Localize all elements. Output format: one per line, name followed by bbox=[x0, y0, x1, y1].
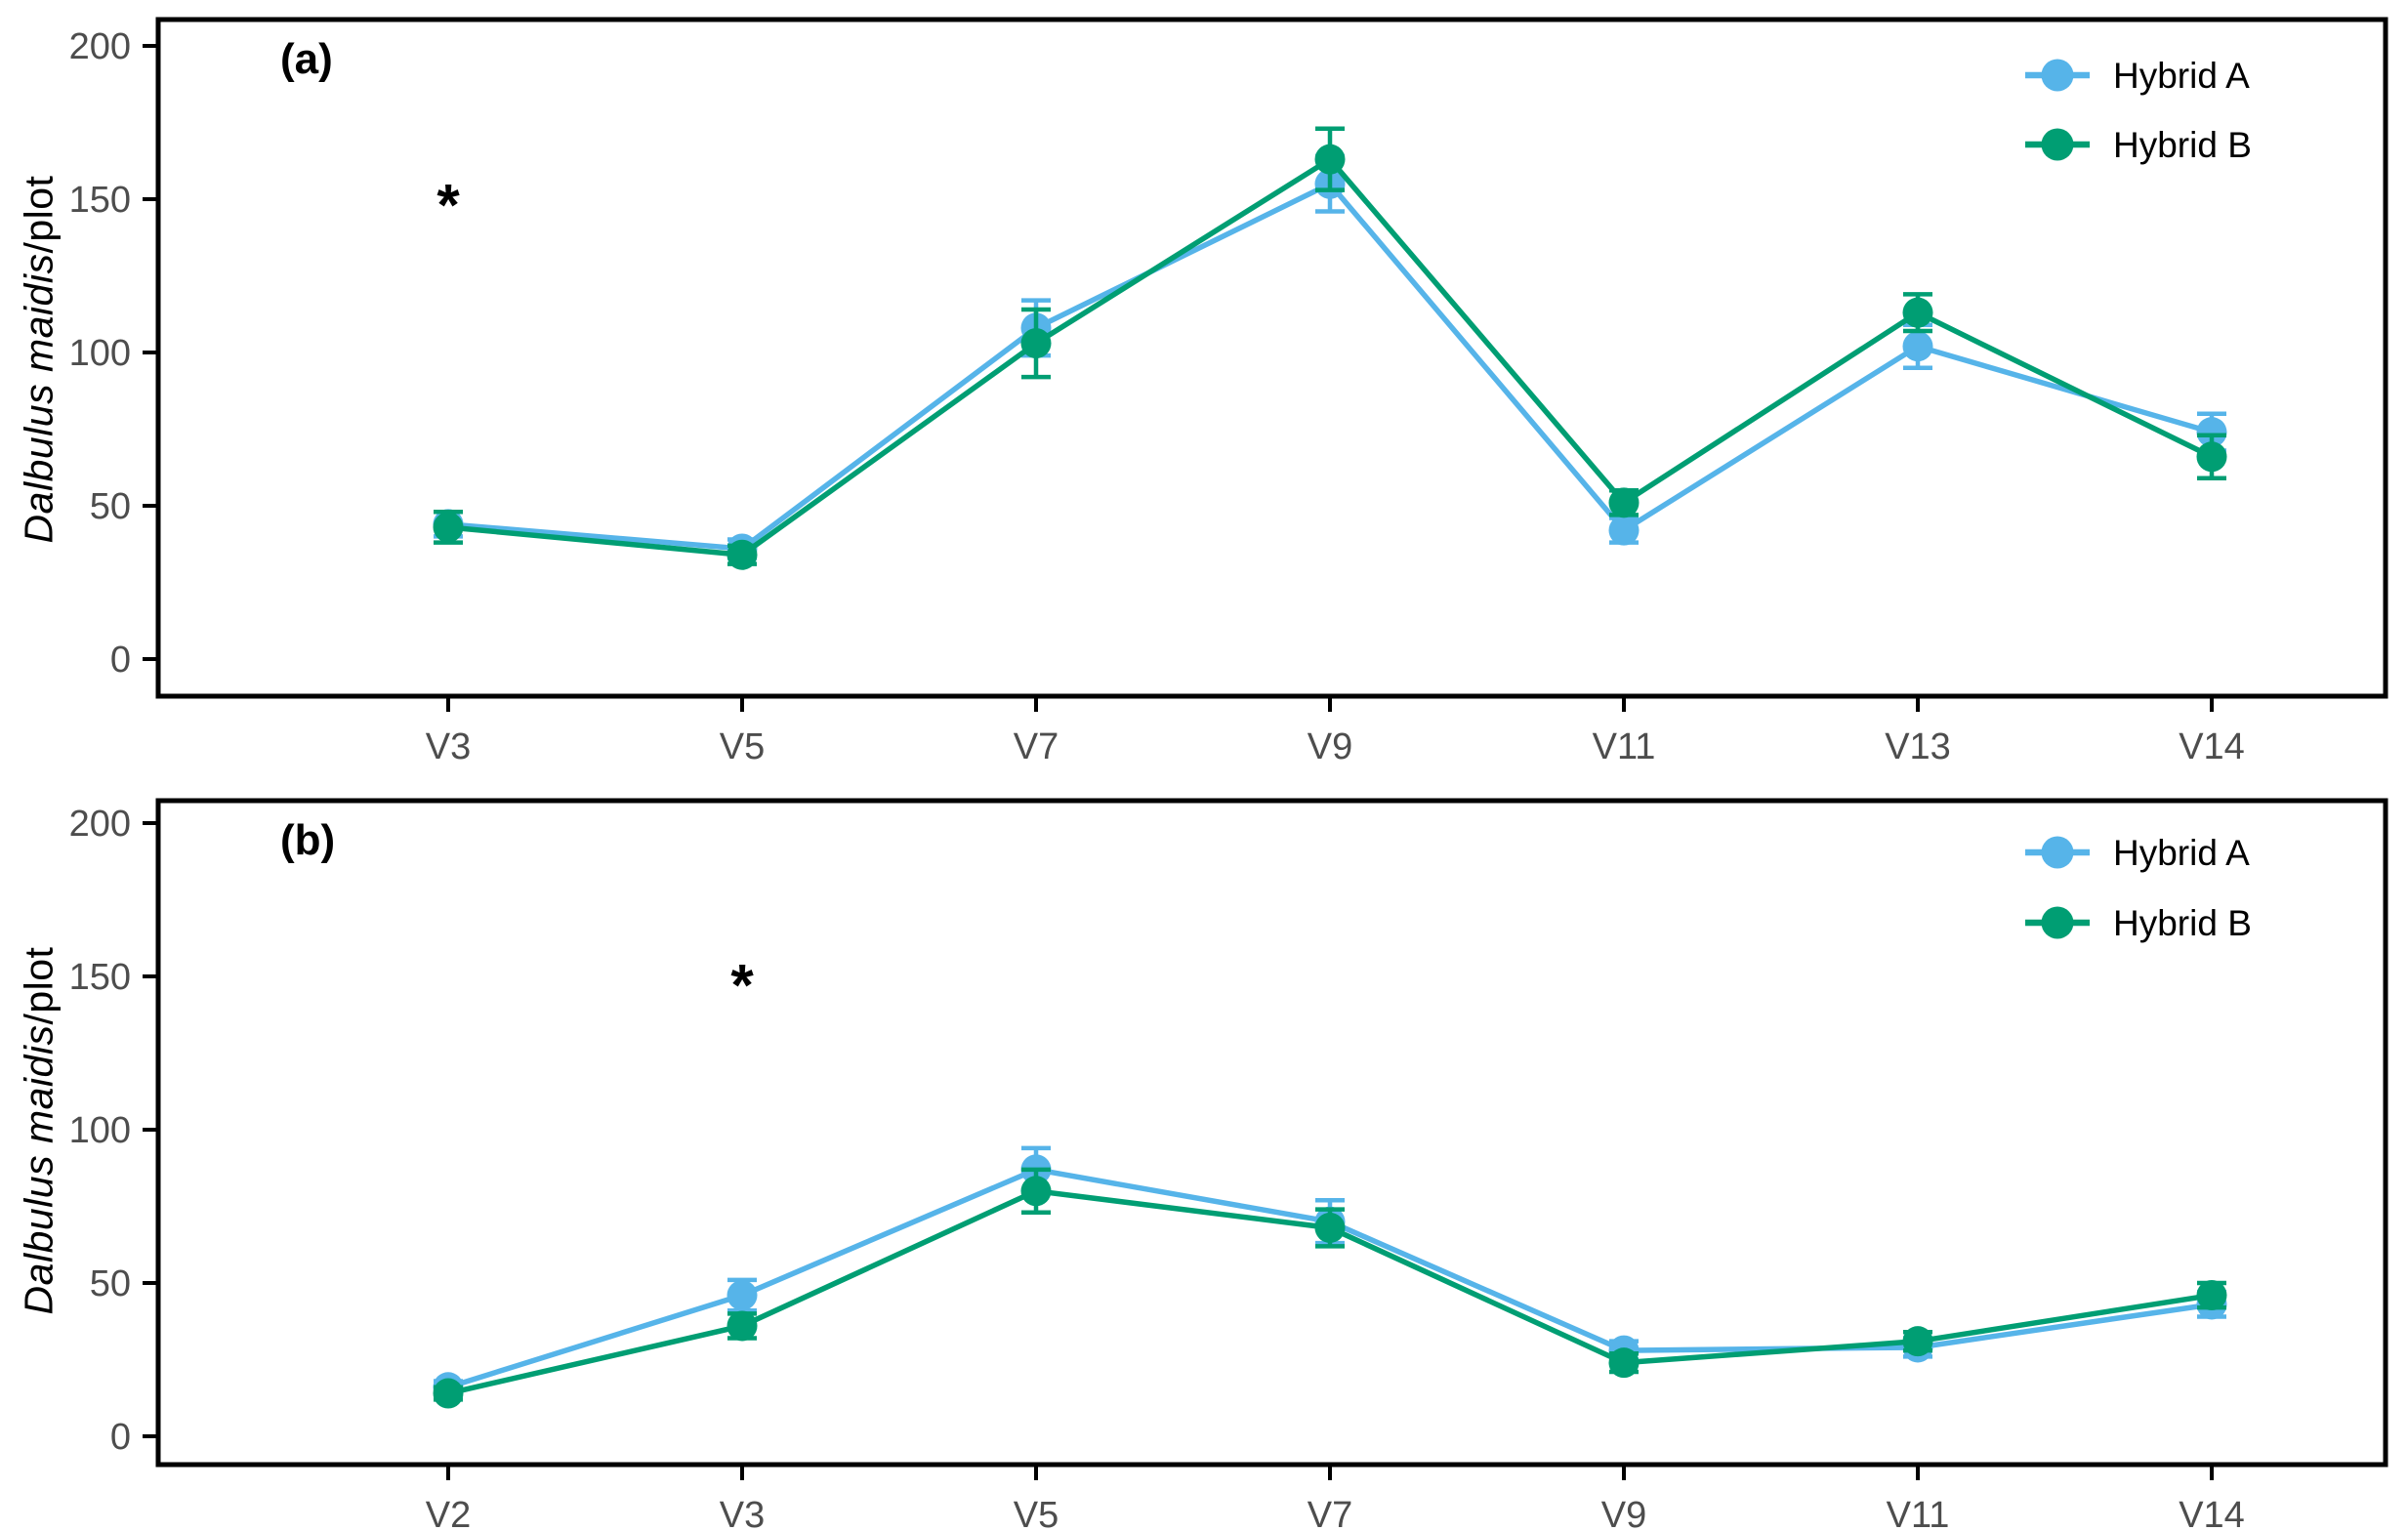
x-tick-label-v14: V14 bbox=[2179, 1495, 2245, 1531]
hybrid-a-line bbox=[447, 180, 2213, 552]
legend-label: Hybrid A bbox=[2113, 56, 2250, 96]
hybrid-b-point-v14 bbox=[2196, 441, 2227, 473]
y-tick-label: 200 bbox=[69, 26, 131, 67]
legend-item-hybrid-b: Hybrid B bbox=[2025, 903, 2252, 943]
x-tick-label-v7: V7 bbox=[1014, 726, 1059, 766]
hybrid-a-point-v13 bbox=[1902, 331, 1933, 362]
y-tick-label: 0 bbox=[110, 1417, 131, 1458]
y-axis-title-panel-a: Dalbulus maidis/plot bbox=[17, 176, 62, 544]
y-tick-label: 100 bbox=[69, 1110, 131, 1151]
y-tick-label: 50 bbox=[90, 1263, 131, 1304]
hybrid-b-point-v9 bbox=[1608, 1347, 1640, 1379]
hybrid-b-point-v3 bbox=[433, 512, 464, 543]
legend-key-marker bbox=[2041, 59, 2074, 92]
legend-label: Hybrid A bbox=[2113, 833, 2250, 873]
x-tick-label-v11: V11 bbox=[1593, 726, 1656, 766]
y-axis-title-italic-part: Dalbulus maidis bbox=[16, 253, 62, 544]
hybrid-b-point-v5 bbox=[727, 539, 758, 570]
hybrid-b-point-v14 bbox=[2196, 1280, 2227, 1311]
x-tick-label-v5: V5 bbox=[1014, 1495, 1059, 1531]
hybrid-b-point-v2 bbox=[433, 1378, 464, 1409]
y-axis-title-panel-b: Dalbulus maidis/plot bbox=[17, 947, 62, 1315]
x-tick-label-v3: V3 bbox=[720, 1495, 765, 1531]
x-tick-label-v11: V11 bbox=[1887, 1495, 1950, 1531]
panel-b-chart: 0 50 100 150 200 V2 V3 V5 V7 V9 V11 V14 * (b) Hybrid A… bbox=[69, 798, 2388, 1531]
x-tick-label-v9: V9 bbox=[1601, 1495, 1646, 1531]
y-tick-label: 50 bbox=[90, 486, 131, 527]
hybrid-b-point-v7 bbox=[1020, 328, 1052, 359]
legend-key-marker bbox=[2041, 836, 2074, 869]
plot-border bbox=[155, 798, 2388, 1468]
panel-label: (a) bbox=[280, 35, 333, 83]
hybrid-a-point-v11 bbox=[1608, 515, 1640, 546]
y-axis-title-regular-part: /plot bbox=[16, 175, 62, 254]
legend-label: Hybrid B bbox=[2113, 125, 2252, 165]
legend-key-marker bbox=[2041, 906, 2074, 939]
x-tick-label-v3: V3 bbox=[426, 726, 471, 766]
hybrid-b-point-v11 bbox=[1902, 1326, 1933, 1357]
hybrid-a-point-v14 bbox=[2196, 417, 2227, 448]
hybrid-b-point-v7 bbox=[1314, 1212, 1346, 1243]
y-tick-label: 150 bbox=[69, 957, 131, 998]
y-tick-label: 0 bbox=[110, 640, 131, 681]
y-tick-label: 100 bbox=[69, 333, 131, 374]
y-axis-title-italic-part: Dalbulus maidis bbox=[16, 1024, 62, 1315]
hybrid-b-point-v3 bbox=[727, 1310, 758, 1342]
significance-asterisk: * bbox=[730, 953, 754, 1018]
x-tick-label-v7: V7 bbox=[1308, 1495, 1352, 1531]
x-tick-label-v14: V14 bbox=[2179, 726, 2245, 766]
hybrid-b-point-v11 bbox=[1608, 487, 1640, 518]
x-tick-label-v2: V2 bbox=[426, 1495, 471, 1531]
legend-key-marker bbox=[2041, 128, 2074, 161]
legend-label: Hybrid B bbox=[2113, 903, 2252, 943]
hybrid-b-point-v9 bbox=[1314, 144, 1346, 175]
x-tick-label-v5: V5 bbox=[720, 726, 765, 766]
panel-a-chart: 0 50 100 150 200 V3 V5 V7 V9 V11 V13 V14 * (a) Hybrid … bbox=[69, 17, 2388, 766]
y-tick-label: 150 bbox=[69, 180, 131, 221]
hybrid-a-point-v3 bbox=[727, 1280, 758, 1311]
y-axis-title-regular-part: /plot bbox=[16, 946, 62, 1025]
significance-asterisk: * bbox=[436, 173, 460, 238]
legend-item-hybrid-a: Hybrid A bbox=[2025, 56, 2250, 96]
hybrid-b-point-v5 bbox=[1020, 1176, 1052, 1207]
x-tick-label-v13: V13 bbox=[1885, 726, 1951, 766]
legend-item-hybrid-b: Hybrid B bbox=[2025, 125, 2252, 165]
plot-border bbox=[155, 17, 2388, 699]
x-tick-label-v9: V9 bbox=[1308, 726, 1352, 766]
panel-label: (b) bbox=[280, 816, 335, 864]
y-tick-label: 200 bbox=[69, 804, 131, 845]
legend-item-hybrid-a: Hybrid A bbox=[2025, 833, 2250, 873]
hybrid-b-point-v13 bbox=[1902, 297, 1933, 328]
